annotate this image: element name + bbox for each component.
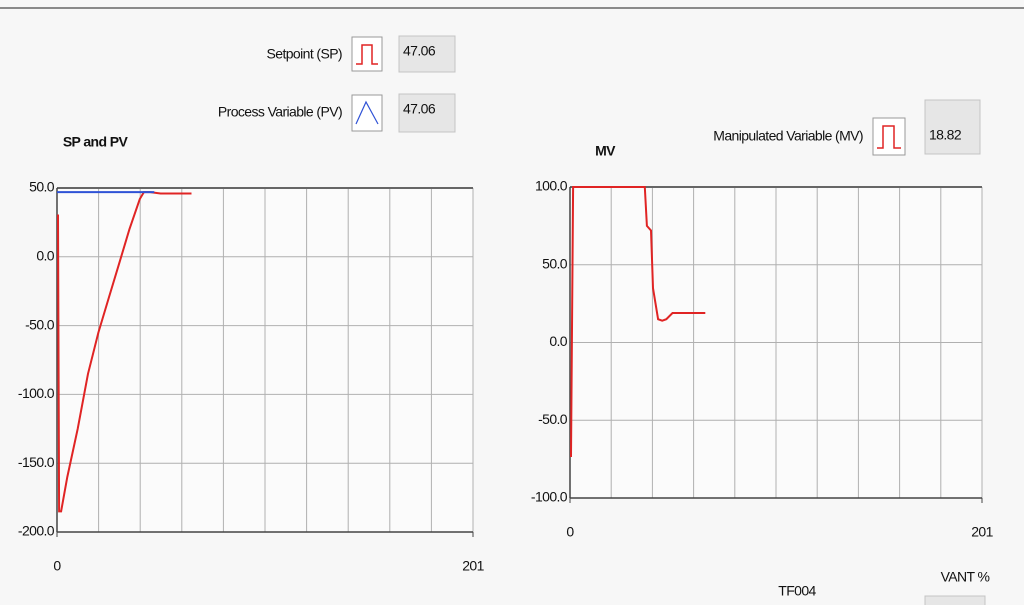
- readout-box: [398, 93, 456, 133]
- legend-icon-step: [356, 44, 378, 65]
- y-tick-label: -200.0: [18, 523, 55, 539]
- series-line: [57, 191, 192, 513]
- y-tick-label: 0.0: [549, 333, 567, 349]
- legend-label: Setpoint (SP): [267, 46, 342, 62]
- label: VANT %: [941, 569, 990, 585]
- y-tick-label: -50.0: [538, 411, 568, 427]
- y-tick-label: 50.0: [542, 255, 568, 271]
- y-tick-label: -100.0: [18, 385, 55, 401]
- chart-title: MV: [595, 143, 616, 159]
- readout: 47.06: [403, 101, 436, 117]
- legend-icon-step: [877, 125, 901, 149]
- y-tick-label: 50.0: [29, 179, 55, 195]
- legend-label: Process Variable (PV): [218, 104, 342, 120]
- readout-box: [398, 35, 456, 73]
- x-tick-label: 201: [971, 524, 993, 540]
- chart-title: SP and PV: [63, 134, 129, 150]
- x-tick-label: 0: [566, 524, 574, 540]
- legend-icon: [351, 36, 383, 72]
- readout: 18.82: [929, 127, 962, 143]
- series-line: [570, 186, 706, 457]
- readout-box: [924, 99, 981, 155]
- y-tick-label: -50.0: [25, 316, 55, 332]
- legend-icon: [351, 94, 383, 132]
- y-tick-label: 100.0: [535, 178, 568, 194]
- label: TF004: [778, 583, 816, 599]
- legend-label: Manipulated Variable (MV): [713, 128, 863, 144]
- readout: 47.06: [403, 43, 436, 59]
- legend-icon-wave: [355, 100, 379, 125]
- control-box: [924, 595, 986, 605]
- y-tick-label: 0.0: [36, 248, 54, 264]
- legend-icon: [872, 117, 906, 156]
- y-tick-label: -150.0: [18, 454, 55, 470]
- y-tick-label: -100.0: [531, 489, 568, 505]
- x-tick-label: 201: [462, 558, 484, 574]
- x-tick-label: 0: [53, 558, 61, 574]
